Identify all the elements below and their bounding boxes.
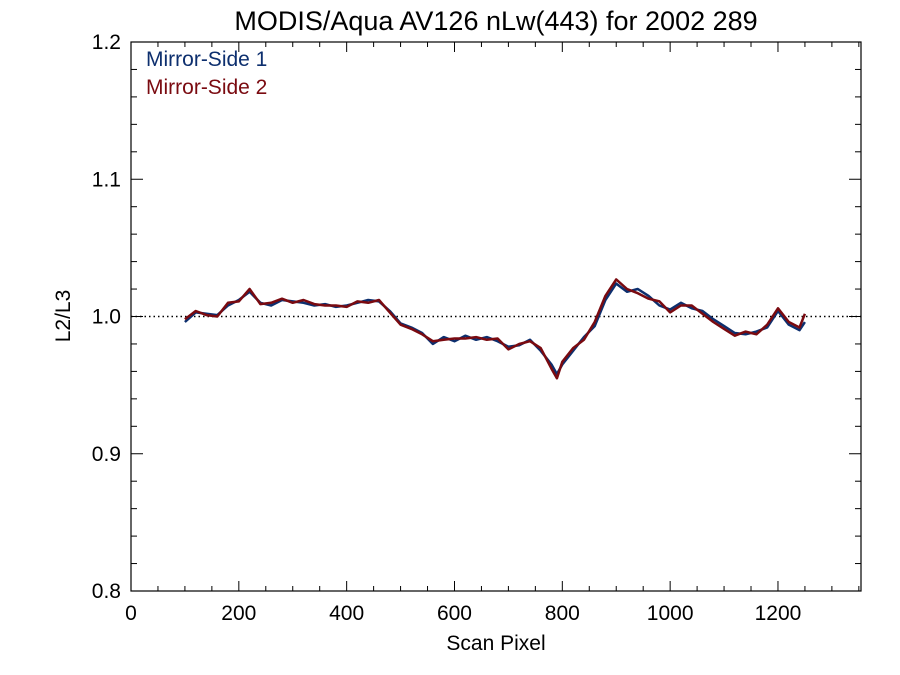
legend-mirror-side-2: Mirror-Side 2 [146,76,267,99]
legend-mirror-side-1: Mirror-Side 1 [146,48,267,71]
x-tick-label: 800 [545,602,580,625]
x-axis-title: Scan Pixel [446,632,545,655]
y-axis-title: L2/L3 [52,290,75,343]
x-tick-label: 400 [329,602,364,625]
x-tick-label: 1000 [647,602,694,625]
series-line-mirror-side-2 [184,278,807,380]
x-tick-label: 1200 [755,602,802,625]
y-tick-label: 0.9 [92,443,121,466]
y-tick-label: 1.0 [92,306,121,329]
series-group [184,278,807,380]
y-tick-label: 1.2 [92,31,121,54]
chart-title: MODIS/Aqua AV126 nLw(443) for 2002 289 [234,6,757,36]
tick-group: 0 200 400 600 800 1000 1200 0.8 0.9 1.0 1.1 1.2 [92,31,861,625]
series-line-mirror-side-1 [184,282,806,376]
y-tick-label: 0.8 [92,580,121,603]
x-tick-label: 600 [437,602,472,625]
y-tick-label: 1.1 [92,168,121,191]
x-tick-label: 200 [221,602,256,625]
x-tick-label: 0 [125,602,137,625]
